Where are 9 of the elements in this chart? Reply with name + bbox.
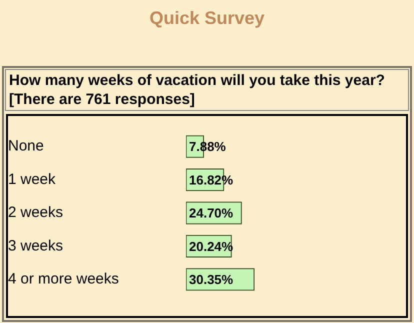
chart-subtitle: How many weeks of vacation will you take this year? [There are 761 responses] xyxy=(5,69,409,111)
y-tick-label: None xyxy=(8,138,44,155)
y-tick-label: 1 week xyxy=(8,170,56,188)
y-tick-label: 2 weeks xyxy=(8,204,64,222)
data-label: 30.35% xyxy=(189,272,234,287)
data-label: 24.70% xyxy=(189,206,234,221)
y-tick-label: 4 or more weeks xyxy=(8,270,119,288)
chart-title: Quick Survey xyxy=(148,7,266,30)
y-tick-label: 3 weeks xyxy=(8,237,64,254)
